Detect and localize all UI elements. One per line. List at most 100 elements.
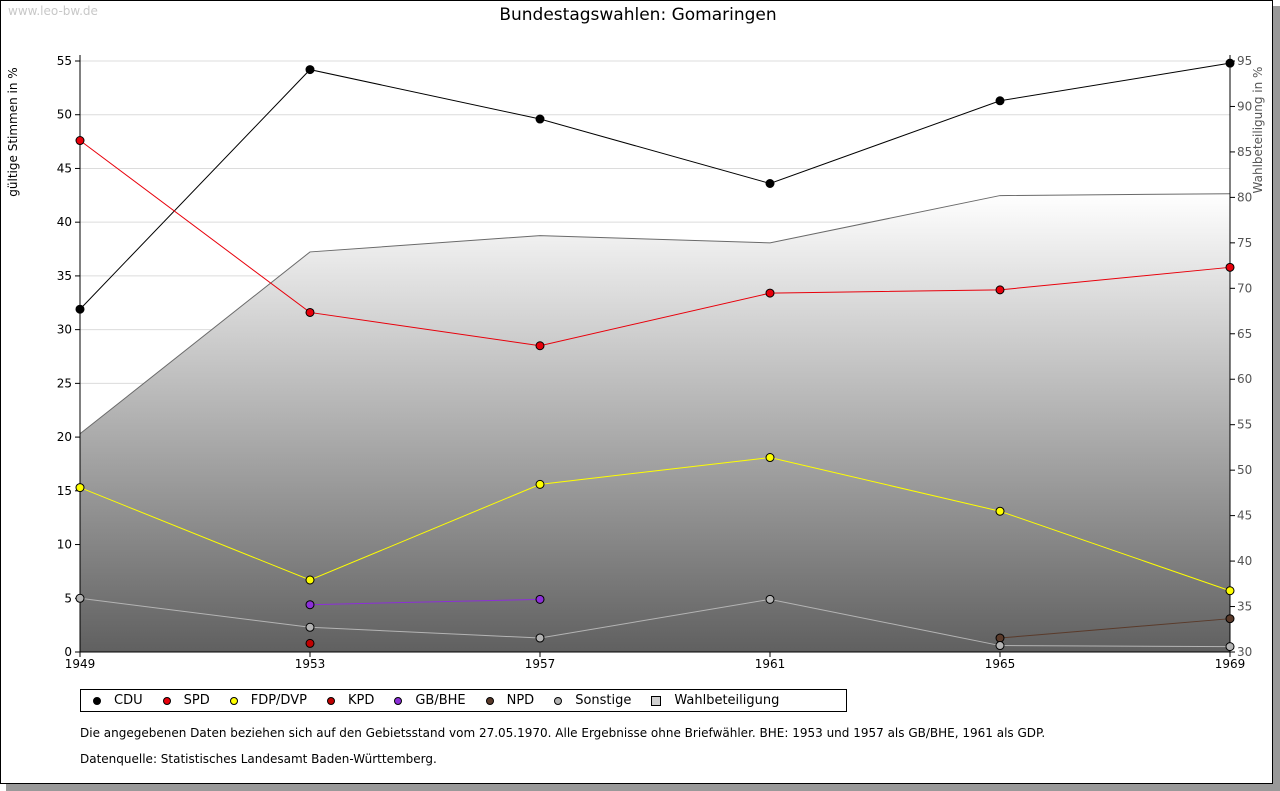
y2-tick-label: 85 — [1237, 145, 1252, 159]
data-point-gb-bhe — [535, 594, 545, 604]
series-line-gb-bhe — [309, 598, 541, 606]
data-point-cdu — [535, 114, 545, 124]
watermark: www.leo-bw.de — [8, 4, 98, 18]
y2-tick-label: 70 — [1237, 281, 1252, 295]
turnout-area — [80, 193, 1230, 653]
y-axis-label: gültige Stimmen in % — [6, 67, 20, 196]
y2-tick-label: 75 — [1237, 236, 1252, 250]
data-point-cdu — [1225, 58, 1235, 68]
y2-tick-label: 80 — [1237, 190, 1252, 204]
data-point-kpd — [305, 638, 315, 648]
data-point-spd — [305, 307, 315, 317]
legend-label: GB/BHE — [415, 693, 466, 708]
data-point-sonstige — [1225, 642, 1235, 652]
legend-marker — [554, 696, 563, 705]
series-line-fdp-dvp — [79, 457, 1231, 592]
legend-label: FDP/DVP — [250, 693, 307, 708]
data-point-sonstige — [995, 641, 1005, 651]
legend-marker — [394, 696, 403, 705]
x-tick-label: 1957 — [525, 657, 556, 671]
turnout-line — [79, 193, 1231, 435]
series-line-npd — [999, 618, 1231, 639]
y2-axis-label: Wahlbeteiligung in % — [1251, 67, 1265, 194]
y-tick-label: 50 — [57, 108, 72, 122]
x-tick-label: 1965 — [985, 657, 1016, 671]
legend-marker — [162, 696, 171, 705]
legend-item-wahlbeteiligung: Wahlbeteiligung — [651, 693, 779, 708]
y2-tick-label: 30 — [1237, 645, 1252, 659]
data-point-spd — [1225, 262, 1235, 272]
legend-item-sonstige: Sonstige — [554, 693, 631, 708]
x-tick-label: 1961 — [755, 657, 786, 671]
y-tick-label: 55 — [57, 54, 72, 68]
legend-label: Sonstige — [575, 693, 632, 708]
data-point-sonstige — [305, 622, 315, 632]
data-point-fdp-dvp — [75, 483, 85, 493]
y-tick-label: 0 — [64, 645, 72, 659]
legend-marker — [326, 696, 335, 705]
line-chart: Bundestagswahlen: Gomaringen 0 5 10 15 20 25 30… — [6, 5, 1265, 671]
legend-item-kpd: KPD — [326, 693, 375, 708]
y-tick-label: 25 — [57, 376, 72, 390]
legend-item-cdu: CDU — [93, 693, 143, 708]
data-point-sonstige — [535, 633, 545, 643]
legend-label: KPD — [347, 693, 375, 708]
data-point-spd — [75, 136, 85, 146]
data-point-fdp-dvp — [535, 479, 545, 489]
y2-tick-label: 65 — [1237, 327, 1252, 341]
legend-marker — [651, 695, 662, 706]
x-tick-label: 1949 — [65, 657, 96, 671]
y-tick-label: 45 — [57, 161, 72, 175]
legend-marker — [485, 696, 494, 705]
legend-marker — [229, 696, 238, 705]
legend-item-fdp-dvp: FDP/DVP — [229, 693, 307, 708]
data-point-spd — [765, 288, 775, 298]
data-point-cdu — [765, 178, 775, 188]
footnote: Die angegebenen Daten beziehen sich auf … — [80, 726, 1046, 740]
series-line-sonstige — [79, 597, 1231, 648]
y2-tick-label: 40 — [1237, 554, 1252, 568]
y2-tick-label: 95 — [1237, 54, 1252, 68]
y2-tick-label: 35 — [1237, 600, 1252, 614]
frame-shadow-bottom — [6, 784, 1280, 791]
data-point-cdu — [75, 304, 85, 314]
legend-label: Wahlbeteiligung — [674, 693, 780, 708]
y-tick-label: 30 — [57, 323, 72, 337]
y2-tick-label: 90 — [1237, 99, 1252, 113]
legend-item-spd: SPD — [162, 693, 210, 708]
y2-tick-label: 45 — [1237, 509, 1252, 523]
legend-label: CDU — [114, 693, 143, 708]
data-point-npd — [995, 633, 1005, 643]
data-point-npd — [1225, 614, 1235, 624]
data-point-cdu — [995, 96, 1005, 106]
data-point-sonstige — [765, 594, 775, 604]
legend-marker — [93, 696, 101, 705]
data-point-sonstige — [75, 593, 85, 603]
data-point-gb-bhe — [305, 600, 315, 610]
frame-shadow-right — [1273, 6, 1280, 791]
series-line-spd — [79, 140, 1231, 347]
x-tick-label: 1969 — [1215, 657, 1246, 671]
chart-title: Bundestagswahlen: Gomaringen — [499, 5, 776, 25]
y2-tick-label: 55 — [1237, 418, 1252, 432]
data-source: Datenquelle: Statistisches Landesamt Bad… — [80, 752, 437, 766]
legend-item-npd: NPD — [485, 693, 535, 708]
y-tick-label: 40 — [57, 215, 72, 229]
series-line-cdu — [79, 62, 1231, 310]
data-point-fdp-dvp — [765, 453, 775, 463]
y-tick-label: 10 — [57, 538, 72, 552]
legend-label: SPD — [183, 693, 210, 708]
y-tick-label: 15 — [57, 484, 72, 498]
y2-tick-label: 50 — [1237, 463, 1252, 477]
legend: CDU SPD FDP/DVP KPD GB/BHE NPD Sonstige Wahlbet… — [80, 689, 847, 712]
data-point-fdp-dvp — [305, 575, 315, 585]
y-tick-label: 35 — [57, 269, 72, 283]
y2-tick-label: 60 — [1237, 372, 1252, 386]
x-tick-label: 1953 — [295, 657, 326, 671]
y-tick-label: 5 — [64, 591, 72, 605]
legend-label: NPD — [506, 693, 535, 708]
data-point-cdu — [305, 65, 315, 75]
data-point-spd — [995, 285, 1005, 295]
data-point-fdp-dvp — [1225, 586, 1235, 596]
data-point-fdp-dvp — [995, 506, 1005, 516]
